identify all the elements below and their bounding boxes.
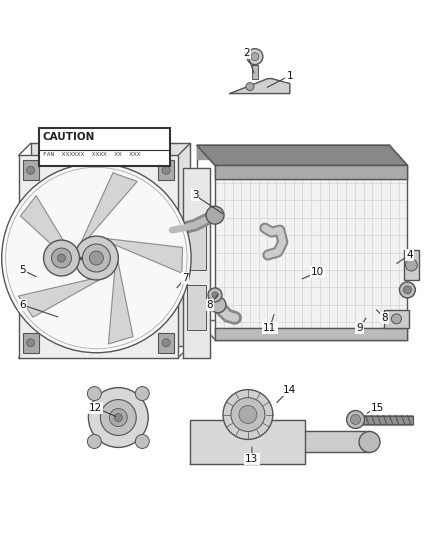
Circle shape (100, 400, 136, 435)
Polygon shape (21, 196, 77, 268)
Circle shape (135, 386, 149, 400)
Text: 3: 3 (192, 190, 198, 200)
Bar (187, 225, 206, 270)
Text: 10: 10 (311, 267, 324, 277)
Polygon shape (230, 78, 290, 94)
Circle shape (27, 166, 35, 174)
Text: 11: 11 (263, 323, 276, 333)
Circle shape (251, 53, 259, 61)
Polygon shape (190, 419, 305, 464)
Circle shape (43, 240, 79, 276)
Circle shape (87, 386, 101, 400)
Circle shape (162, 166, 170, 174)
Circle shape (359, 432, 380, 453)
Circle shape (88, 387, 148, 447)
Bar (404, 250, 419, 280)
Circle shape (406, 259, 417, 271)
Bar (39, 128, 170, 166)
Polygon shape (31, 143, 190, 346)
Polygon shape (215, 328, 407, 340)
Text: 4: 4 (406, 250, 413, 260)
Bar (23, 160, 39, 180)
Polygon shape (183, 168, 210, 358)
Text: 6: 6 (19, 300, 26, 310)
Circle shape (27, 339, 35, 347)
Polygon shape (81, 173, 137, 243)
Bar (385, 310, 410, 328)
Text: 14: 14 (283, 385, 297, 394)
Text: 15: 15 (371, 402, 384, 413)
Circle shape (110, 409, 127, 426)
Circle shape (114, 414, 122, 422)
Circle shape (162, 339, 170, 347)
Circle shape (247, 49, 263, 64)
Text: 5: 5 (19, 265, 26, 275)
Circle shape (6, 167, 187, 349)
Polygon shape (197, 146, 389, 159)
Circle shape (223, 390, 273, 439)
Polygon shape (19, 155, 178, 358)
Circle shape (89, 251, 103, 265)
Circle shape (403, 286, 411, 294)
Circle shape (246, 83, 254, 91)
Circle shape (82, 244, 110, 272)
Polygon shape (109, 262, 133, 344)
Polygon shape (197, 146, 407, 165)
Circle shape (57, 254, 66, 262)
Circle shape (392, 314, 401, 324)
Circle shape (210, 297, 226, 313)
Circle shape (87, 434, 101, 448)
Text: 8: 8 (381, 313, 388, 323)
Circle shape (212, 292, 218, 298)
Bar (252, 64, 258, 78)
Polygon shape (215, 165, 407, 179)
Text: 2: 2 (244, 47, 250, 58)
Circle shape (239, 406, 257, 424)
Text: 1: 1 (286, 70, 293, 80)
Circle shape (208, 288, 222, 302)
Circle shape (346, 410, 364, 429)
Circle shape (206, 206, 224, 224)
Circle shape (135, 434, 149, 448)
Text: 8: 8 (207, 300, 213, 310)
Text: 9: 9 (356, 323, 363, 333)
Circle shape (350, 415, 360, 424)
Bar (23, 333, 39, 353)
Polygon shape (305, 432, 370, 453)
Circle shape (74, 236, 118, 280)
Circle shape (2, 163, 191, 353)
Bar (158, 160, 174, 180)
Circle shape (399, 282, 415, 298)
Text: FAN  XXXXXX  XXXX  XX  XXX: FAN XXXXXX XXXX XX XXX (42, 152, 140, 157)
Polygon shape (107, 239, 183, 273)
Text: 12: 12 (89, 402, 102, 413)
Text: CAUTION: CAUTION (42, 132, 95, 142)
Bar (187, 285, 206, 330)
Text: 13: 13 (245, 455, 258, 464)
Circle shape (231, 398, 265, 432)
Bar (158, 333, 174, 353)
Polygon shape (18, 279, 99, 317)
Polygon shape (215, 165, 407, 340)
Circle shape (52, 248, 71, 268)
Text: 7: 7 (182, 273, 188, 283)
